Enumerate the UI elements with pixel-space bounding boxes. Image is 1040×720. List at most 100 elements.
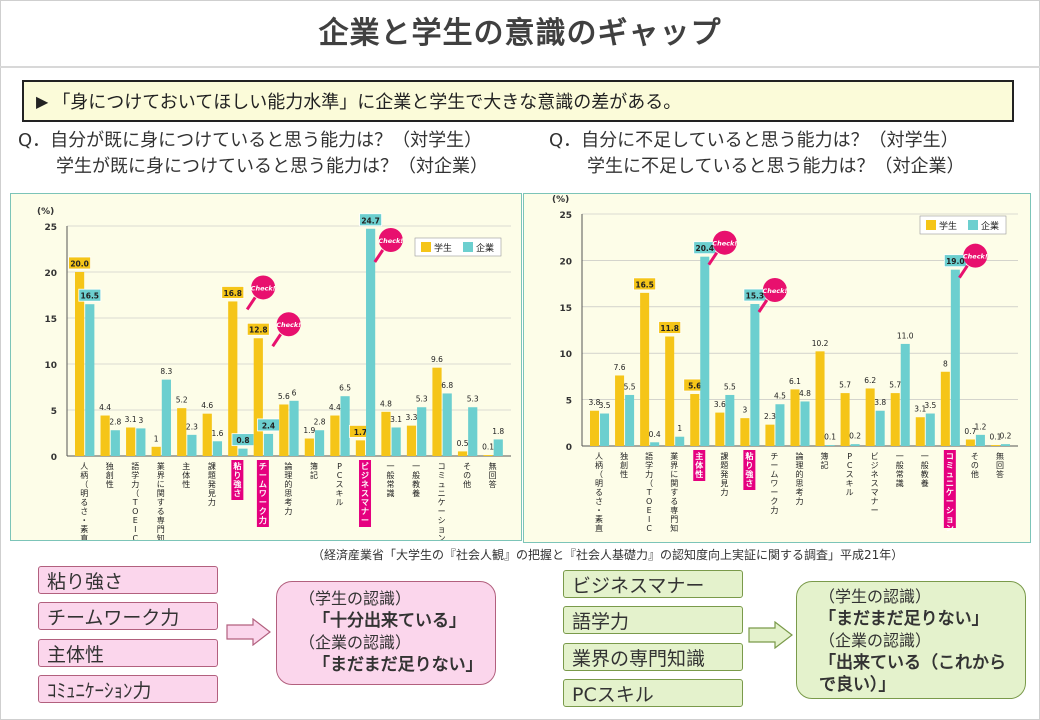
bar-company [289,400,299,456]
value-label: 3 [138,416,143,425]
bar-company [238,448,248,456]
y-tick-label: 5 [51,407,57,417]
bar-company [725,394,735,446]
value-label: 11.0 [897,331,914,340]
category-label-highlight [693,450,706,481]
category-label: 粘り強さ [744,451,753,488]
value-label: 0.8 [236,436,249,445]
check-mark-pointer [707,251,719,266]
bar-company [850,444,860,446]
bar-student [765,424,775,446]
bar-company [468,407,478,456]
bar-company [925,413,935,446]
value-label: 0.7 [964,427,976,436]
banner-text: 「身につけておいてほしい能力水準」に企業と学生で大きな意識の差がある。 [52,92,682,113]
check-mark-pointer [958,264,969,279]
category-label: 簿記 [310,461,318,480]
bar-student [75,272,85,456]
category-label: 主体性 [695,451,704,479]
category-label: 業界に関する専門知 [670,451,678,533]
bar-student [965,439,975,446]
bar-company [366,228,376,456]
check-mark-text: Check! [276,321,301,329]
category-label: 無回答 [996,451,1004,479]
category-label-highlight [943,450,956,528]
category-label-highlight [743,450,756,490]
value-label: 11.8 [660,324,679,333]
category-label: 課題発見力 [720,451,728,497]
left-recognition-bubble: （学生の認識） 「十分出来ている」 （企業の認識） 「まだまだ足りない」 [276,581,496,685]
bar-student [740,418,750,446]
category-label: その他 [463,462,471,489]
value-label: 6 [292,388,297,397]
value-label: 16.5 [635,280,654,289]
bar-student [177,408,187,456]
left-item-1: 粘り強さ [38,566,218,594]
question-right-line2: 学生に不足していると思う能力は？（対企業） [587,156,965,177]
value-label: 3.1 [914,405,926,414]
category-label: 課題発見力 [208,461,216,507]
bar-company [110,430,120,456]
bar-student [990,445,1000,446]
bar-student [615,375,625,446]
bar-student [355,440,366,456]
category-label: 独創性 [620,451,628,479]
value-label-box [221,286,245,299]
value-label: 3.8 [874,398,886,407]
legend-swatch [463,242,473,252]
bar-company [675,436,685,446]
check-mark-pointer [757,299,769,313]
bar-student [640,292,650,446]
bar-student [483,455,493,456]
bar-student [304,438,314,456]
value-label: 3.6 [714,400,726,409]
right-item-2: 語学力 [563,606,743,634]
category-label: ビジネスマナー [361,461,369,525]
bar-student [940,371,950,446]
value-label: 1.7 [354,428,367,437]
bar-company [340,396,350,456]
value-label-box [68,256,91,270]
y-axis-label: (%) [37,207,54,217]
check-mark-pointer [373,249,385,263]
value-label: 4.8 [380,399,392,408]
value-label: 20.4 [696,244,715,253]
right-item-3: 業界の専門知識 [563,643,743,671]
bar-student [279,404,289,456]
legend-swatch [926,220,936,230]
y-tick-label: 10 [44,361,57,371]
value-label: 19.0 [946,257,965,266]
check-mark-pointer [271,333,282,348]
check-mark-icon [378,228,403,252]
value-label: 12.8 [249,326,268,335]
legend-swatch [968,220,978,230]
value-label: 3.5 [924,401,936,410]
value-label: 24.7 [361,216,380,225]
check-mark-text: Check! [712,240,737,248]
category-label: コミュニケーション [438,462,446,540]
category-label: 論理的思考力 [795,451,803,506]
bar-student [815,351,825,446]
bar-student [406,425,417,456]
chart-panel-right: 0 5 10 15 20 25 (%) 学生 企業 3.8 3.5 人柄（明るさ・素直 7.6 5.5 独創… [523,193,1031,543]
value-label: 5.2 [176,396,188,405]
legend-label: 学生 [434,242,452,254]
value-label: 5.7 [889,381,901,390]
bar-company [900,343,910,446]
right-item-1: ビジネスマナー [563,570,743,598]
value-label: 6.5 [339,384,351,393]
arrow-right-icon [748,621,793,649]
y-tick-label: 25 [44,223,57,233]
y-tick-label: 15 [44,315,57,325]
bar-student [381,411,391,456]
left-bubble-line1: （学生の認識） [299,589,412,608]
value-label: 1 [154,434,159,443]
check-mark-text: Check! [378,237,403,245]
bar-student [151,446,161,456]
bar-company [800,401,810,446]
y-tick-label: 0 [566,443,572,453]
source-note: （経済産業省「大学生の『社会人観』の把握と『社会人基礎力』の認知度向上実証に関す… [312,548,904,562]
check-mark-text: Check! [762,287,787,295]
category-label: 一般常識 [387,462,395,498]
